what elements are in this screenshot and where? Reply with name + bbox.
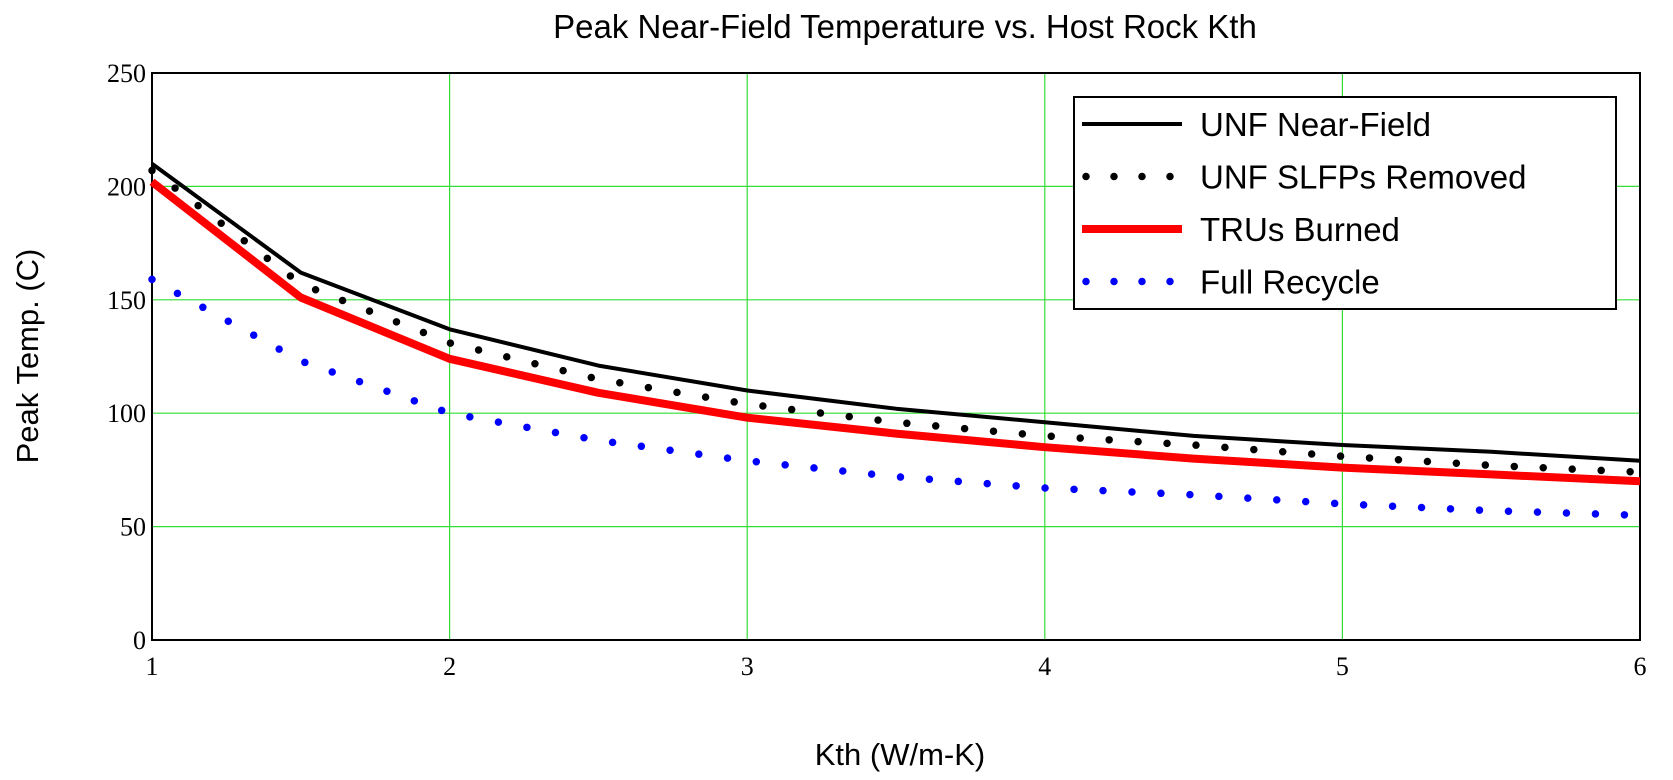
legend-label: UNF Near-Field xyxy=(1200,106,1431,143)
series-line-1 xyxy=(150,162,1641,463)
x-tick-label: 4 xyxy=(1038,652,1051,681)
tick-labels: 1 2 3 4 5 6 0 50 100 150 200 250 xyxy=(107,59,1647,681)
legend-label: TRUs Burned xyxy=(1200,211,1400,248)
x-tick-label: 6 xyxy=(1634,652,1647,681)
y-tick-label: 150 xyxy=(107,286,146,315)
series-line-4 xyxy=(148,275,1644,520)
legend: UNF Near-Field UNF SLFPs Removed TRUs Burn… xyxy=(1073,96,1617,310)
x-tick-label: 3 xyxy=(741,652,754,681)
y-tick-label: 0 xyxy=(133,626,146,655)
legend-label: Full Recycle xyxy=(1200,264,1380,301)
y-tick-label: 250 xyxy=(107,59,146,88)
plot-area-frame xyxy=(151,72,1641,641)
grid-lines xyxy=(152,73,1640,640)
y-axis-title: Peak Temp. (C) xyxy=(10,249,45,464)
y-tick-label: 50 xyxy=(120,513,146,542)
series-layer xyxy=(148,162,1644,520)
x-tick-label: 2 xyxy=(443,652,456,681)
legend-label: UNF SLFPs Removed xyxy=(1200,159,1526,196)
x-tick-label: 5 xyxy=(1336,652,1349,681)
x-tick-label: 1 xyxy=(146,652,159,681)
legend-box xyxy=(1073,96,1617,310)
series-line-3 xyxy=(149,178,1641,486)
y-tick-label: 100 xyxy=(107,399,146,428)
x-axis-title: Kth (W/m-K) xyxy=(815,737,986,772)
y-tick-label: 200 xyxy=(107,172,146,201)
chart-title: Peak Near-Field Temperature vs. Host Roc… xyxy=(553,8,1257,45)
